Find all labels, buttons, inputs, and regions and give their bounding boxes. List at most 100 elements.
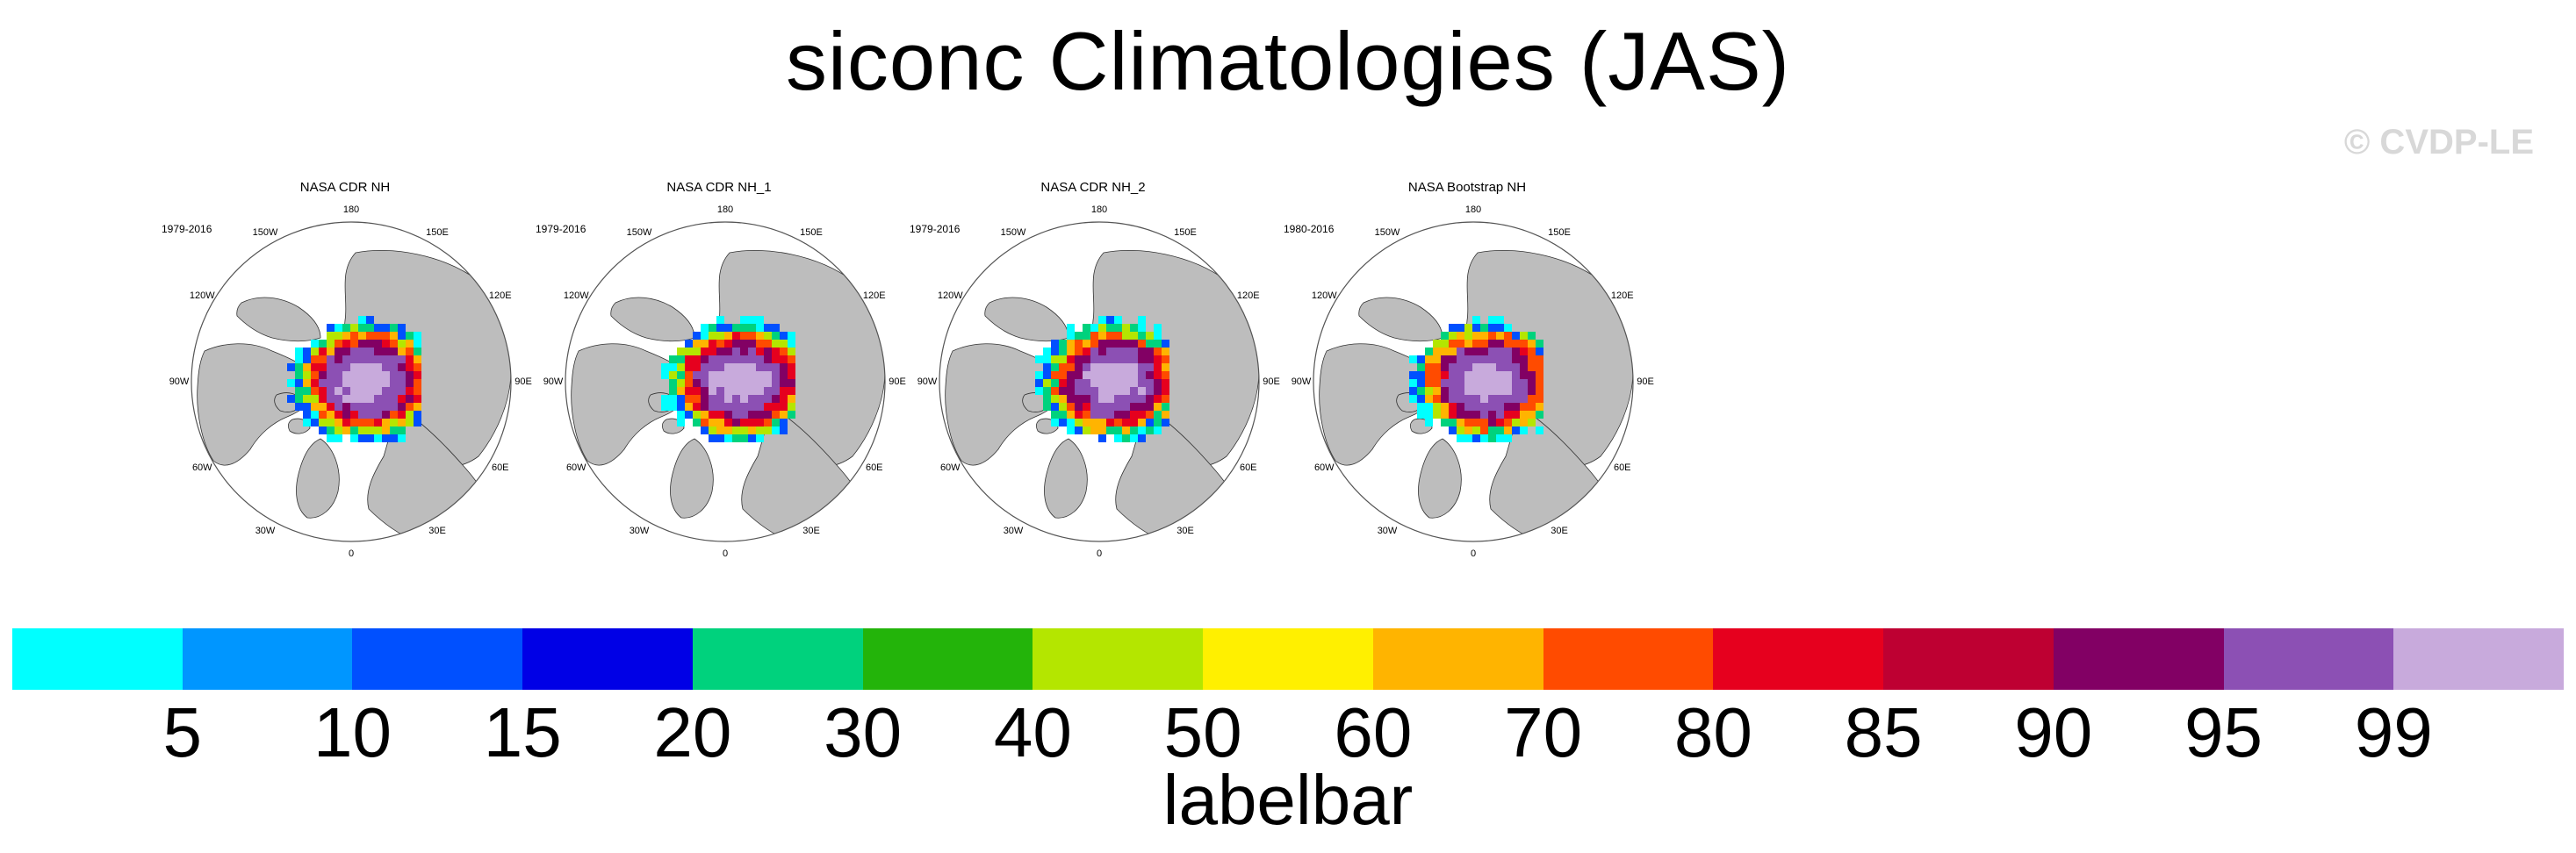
sea-ice-cell [748, 379, 756, 387]
sea-ice-cell [1480, 395, 1488, 403]
sea-ice-cell [1090, 348, 1098, 355]
sea-ice-cell [414, 379, 421, 387]
sea-ice-cell [1090, 371, 1098, 379]
map-panel: NASA CDR NH 1979-2016 180 150E 120E 90E 60E 30E… [158, 180, 532, 566]
sea-ice-cell [748, 434, 756, 442]
sea-ice-cell [1504, 348, 1512, 355]
sea-ice-cell [327, 355, 335, 363]
sea-ice-cell [716, 363, 724, 371]
sea-ice-cell [327, 395, 335, 403]
sea-ice-cell [366, 395, 374, 403]
panel-title: NASA CDR NH_2 [1040, 180, 1146, 195]
sea-ice-cell [358, 387, 366, 395]
sea-ice-cell [1457, 379, 1464, 387]
sea-ice-cell [1067, 355, 1075, 363]
sea-ice-cell [382, 403, 390, 411]
sea-ice-cell [1114, 332, 1122, 340]
sea-ice-cell [732, 379, 740, 387]
sea-ice-cell [1138, 348, 1146, 355]
sea-ice-cell [342, 426, 350, 434]
sea-ice-cell [716, 395, 724, 403]
map-boundary [565, 221, 886, 542]
sea-ice-cell [311, 419, 319, 426]
labelbar-tick-label: 40 [993, 693, 1072, 771]
sea-ice-cell [319, 411, 327, 419]
sea-ice-cell [1520, 332, 1528, 340]
sea-ice-cell [756, 411, 764, 419]
sea-ice-cell [1409, 379, 1417, 387]
sea-ice-cell [1425, 395, 1433, 403]
sea-ice-cell [1457, 395, 1464, 403]
labelbar-tick-label: 90 [2014, 693, 2093, 771]
sea-ice-cell [709, 395, 716, 403]
sea-ice-cell [319, 340, 327, 348]
sea-ice-cell [1464, 419, 1472, 426]
sea-ice-cell [327, 332, 335, 340]
sea-ice-cell [1083, 340, 1090, 348]
sea-ice-cell [1457, 371, 1464, 379]
sea-ice-cell [716, 387, 724, 395]
sea-ice-cell [756, 316, 764, 324]
sea-ice-cell [406, 371, 414, 379]
sea-ice-cell [1449, 340, 1457, 348]
longitude-label: 150E [1174, 227, 1197, 239]
sea-ice-cell [716, 411, 724, 419]
sea-ice-cell [1536, 395, 1543, 403]
sea-ice-cell [1122, 426, 1130, 434]
sea-ice-cell [1496, 316, 1504, 324]
sea-ice-cell [319, 371, 327, 379]
sea-ice-cell [295, 403, 303, 411]
sea-ice-cell [1098, 411, 1106, 419]
sea-ice-cell [748, 363, 756, 371]
sea-ice-cell [756, 426, 764, 434]
sea-ice-cell [1457, 403, 1464, 411]
sea-ice-cell [1441, 371, 1449, 379]
sea-ice-cell [350, 379, 358, 387]
sea-ice-cell [1425, 371, 1433, 379]
sea-ice-cell [780, 395, 788, 403]
sea-ice-cell [1536, 363, 1543, 371]
map-panel: NASA CDR NH_1 1979-2016 180 150E 120E 90E 60E 3… [532, 180, 906, 566]
sea-ice-cell [1464, 332, 1472, 340]
sea-ice-cell [724, 395, 732, 403]
sea-ice-cell [1090, 379, 1098, 387]
sea-ice-cell [1536, 348, 1543, 355]
sea-ice-cell [1488, 403, 1496, 411]
labelbar-swatch [862, 628, 1033, 690]
sea-ice-cell [1504, 332, 1512, 340]
sea-ice-cell [1441, 363, 1449, 371]
sea-ice-cell [740, 371, 748, 379]
longitude-label: 0 [722, 548, 729, 559]
sea-ice-cell [1488, 379, 1496, 387]
sea-ice-cell [1106, 316, 1114, 324]
sea-ice-cell [366, 387, 374, 395]
sea-ice-cell [1146, 340, 1154, 348]
sea-ice-cell [716, 332, 724, 340]
sea-ice-cell [335, 348, 342, 355]
sea-ice-cell [382, 395, 390, 403]
sea-ice-cell [1138, 411, 1146, 419]
sea-ice-cell [1138, 387, 1146, 395]
longitude-label: 60W [565, 462, 586, 473]
sea-ice-cell [1417, 403, 1425, 411]
sea-ice-cell [358, 332, 366, 340]
sea-ice-cell [327, 426, 335, 434]
sea-ice-cell [398, 371, 406, 379]
sea-ice-cell [685, 355, 693, 363]
sea-ice-cell [1472, 419, 1480, 426]
sea-ice-cell [780, 340, 788, 348]
sea-ice-cell [1067, 411, 1075, 419]
sea-ice-cell [398, 348, 406, 355]
sea-ice-cell [1075, 363, 1083, 371]
sea-ice-cell [709, 379, 716, 387]
sea-ice-cell [1122, 340, 1130, 348]
sea-ice-cell [1464, 395, 1472, 403]
sea-ice-cell [1122, 363, 1130, 371]
sea-ice-cell [677, 363, 685, 371]
sea-ice-cell [709, 387, 716, 395]
sea-ice-cell [1520, 426, 1528, 434]
sea-ice-cell [701, 387, 709, 395]
sea-ice-cell [390, 340, 398, 348]
sea-ice-cell [366, 348, 374, 355]
sea-ice-cell [661, 403, 669, 411]
